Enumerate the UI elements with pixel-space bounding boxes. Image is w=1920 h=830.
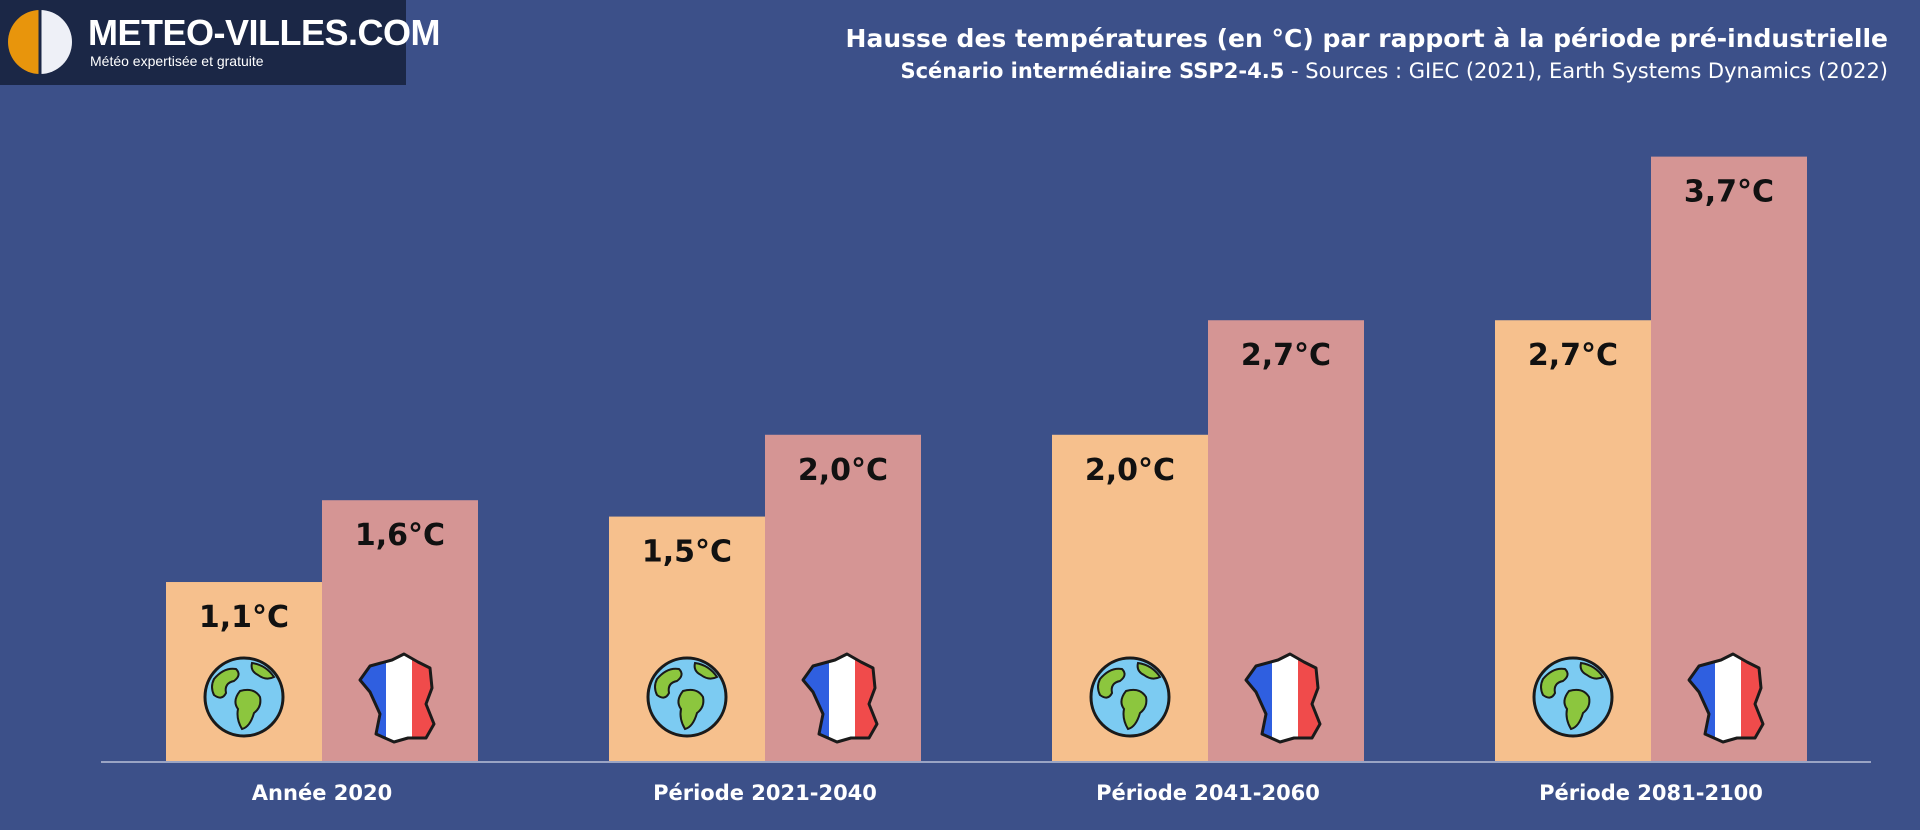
france-outline: [1687, 652, 1765, 744]
flag-red: [855, 654, 877, 742]
globe-land: [1097, 667, 1126, 699]
bar-group: 2,0°C 2,7°C Période 2041-2060: [1052, 320, 1364, 805]
globe-icon: [1089, 656, 1171, 738]
logo-tagline: Météo expertisée et gratuite: [90, 53, 264, 69]
sources-label: - Sources : GIEC (2021), Earth Systems D…: [1284, 59, 1888, 83]
globe-icon: [203, 656, 285, 738]
globe-land: [1120, 688, 1148, 731]
france-flag-map-icon: [358, 652, 436, 744]
globe-land: [1563, 688, 1591, 731]
chart-title: Hausse des températures (en °C) par rapp…: [845, 24, 1888, 53]
flag-white: [386, 654, 412, 742]
france-flag-map-icon: [1244, 652, 1322, 744]
category-label: Année 2020: [252, 781, 392, 805]
globe-land: [234, 688, 262, 731]
value-label: 2,7°C: [1241, 338, 1331, 373]
globe-land: [211, 667, 240, 699]
bar-group: 1,5°C 2,0°C Période 2021-2040: [609, 434, 921, 805]
value-label: 2,0°C: [1085, 453, 1175, 488]
bar-group: 2,7°C 3,7°C Période 2081-2100: [1495, 156, 1807, 805]
flag-red: [1741, 654, 1763, 742]
globe-land: [1579, 661, 1605, 680]
globe-icon: [646, 656, 728, 738]
logo-name: METEO-VILLES.COM: [88, 12, 441, 53]
chart-subtitle: Scénario intermédiaire SSP2-4.5 - Source…: [846, 56, 1888, 86]
bar-group: 1,1°C 1,6°C Année 2020: [166, 500, 478, 805]
flag-red: [1298, 654, 1320, 742]
france-outline: [358, 652, 436, 744]
globe-icon: [1532, 656, 1614, 738]
value-label: 1,6°C: [355, 518, 445, 553]
globe-land: [1540, 667, 1569, 699]
value-label: 1,1°C: [199, 600, 289, 635]
flag-white: [829, 654, 855, 742]
flag-white: [1272, 654, 1298, 742]
chart-header: Hausse des températures (en °C) par rapp…: [846, 22, 1888, 86]
flag-white: [1715, 654, 1741, 742]
globe-land: [693, 661, 719, 680]
flag-stripes: [1246, 654, 1320, 742]
logo[interactable]: METEO-VILLES.COM Météo expertisée et gra…: [0, 0, 441, 85]
globe-land: [250, 661, 276, 680]
globe-land: [654, 667, 683, 699]
category-label: Période 2021-2040: [653, 781, 877, 805]
globe-land: [677, 688, 705, 731]
half-moon-logo-icon: [8, 10, 72, 74]
france-outline: [801, 652, 879, 744]
value-label: 1,5°C: [642, 535, 732, 570]
france-flag-map-icon: [1687, 652, 1765, 744]
globe-land: [1136, 661, 1162, 680]
value-label: 3,7°C: [1684, 175, 1774, 210]
value-label: 2,0°C: [798, 453, 888, 488]
france-outline: [1244, 652, 1322, 744]
scenario-label: Scénario intermédiaire SSP2-4.5: [900, 59, 1285, 83]
value-label: 2,7°C: [1528, 338, 1618, 373]
flag-red: [412, 654, 434, 742]
category-label: Période 2081-2100: [1539, 781, 1763, 805]
flag-stripes: [1689, 654, 1763, 742]
category-label: Période 2041-2060: [1096, 781, 1320, 805]
